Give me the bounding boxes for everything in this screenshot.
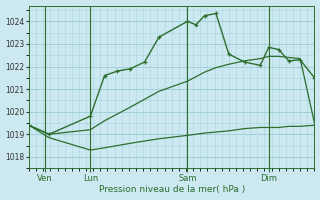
X-axis label: Pression niveau de la mer( hPa ): Pression niveau de la mer( hPa ) (99, 185, 245, 194)
